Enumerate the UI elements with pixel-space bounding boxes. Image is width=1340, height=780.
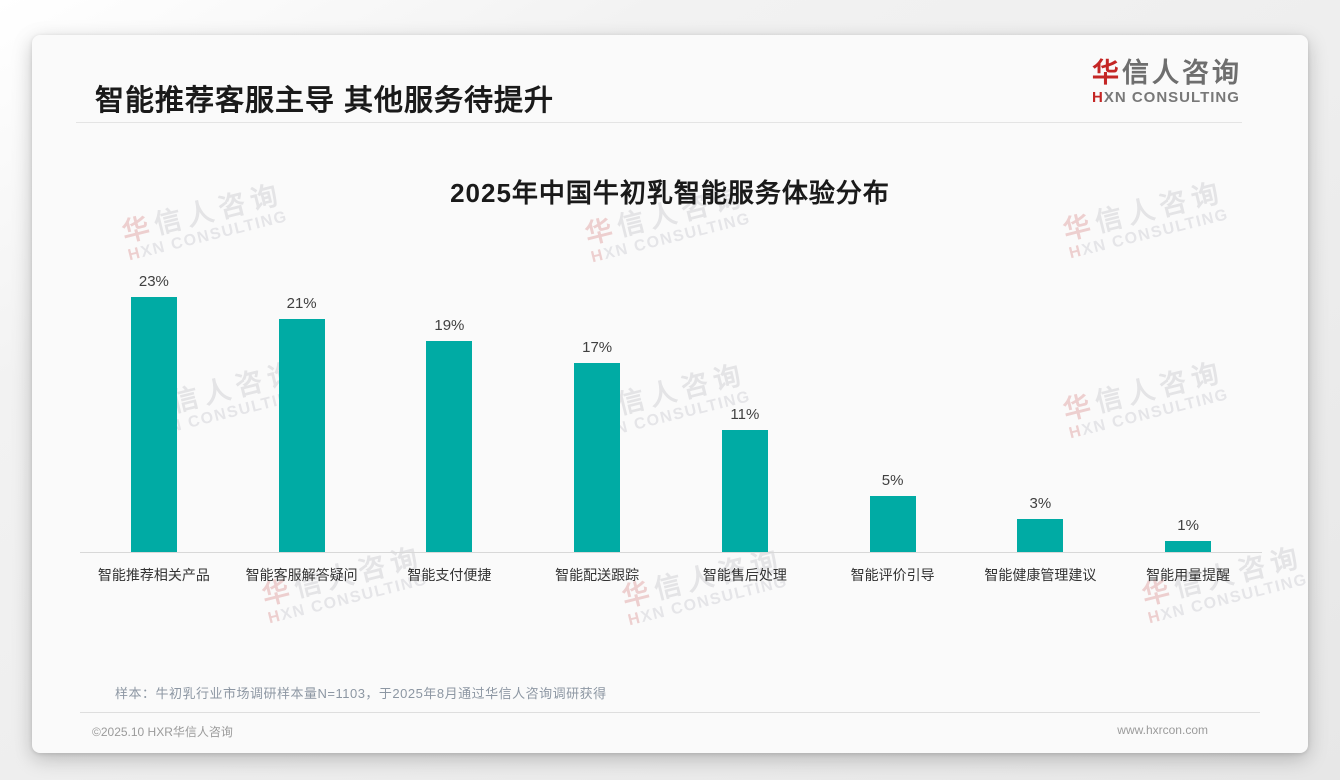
category-label: 智能支付便捷 <box>407 567 492 583</box>
bar <box>721 430 768 552</box>
category-label: 智能用量提醒 <box>1146 567 1231 583</box>
bar-group: 3% <box>967 495 1115 552</box>
slide-card: 智能推荐客服主导 其他服务待提升 华信人咨询 HXN CONSULTING 华信… <box>32 35 1308 753</box>
category-label: 智能推荐相关产品 <box>97 567 210 583</box>
footer-copyright: ©2025.10 HXR华信人咨询 <box>92 725 233 739</box>
page-title: 智能推荐客服主导 其他服务待提升 <box>95 85 555 117</box>
category-label: 智能售后处理 <box>702 567 787 583</box>
bar-group: 17% <box>523 339 671 552</box>
bar-value-label: 21% <box>286 295 317 312</box>
bar-value-label: 19% <box>434 317 465 334</box>
brand-logo-chinese: 华信人咨询 <box>1092 58 1242 88</box>
category-label: 智能评价引导 <box>850 567 935 583</box>
brand-logo-english: HXN CONSULTING <box>1092 89 1240 106</box>
category-label: 智能健康管理建议 <box>984 567 1097 583</box>
bar-group: 23% <box>80 273 228 552</box>
category-labels-row: 智能推荐相关产品 智能客服解答疑问 智能支付便捷 智能配送跟踪 智能售后处理 智能评价引导… <box>80 565 1262 585</box>
bar-group: 19% <box>376 317 524 552</box>
bar-value-label: 1% <box>1177 517 1199 534</box>
x-axis-line <box>80 552 1262 553</box>
bar-value-label: 5% <box>881 472 904 489</box>
bar-value-label: 11% <box>730 406 760 423</box>
bar-group: 11% <box>671 406 819 552</box>
category-label: 智能配送跟踪 <box>555 567 640 583</box>
bar <box>574 363 621 552</box>
bar <box>426 341 473 552</box>
bars-row: 23% 21% 19% 17% 11% 5% 3% 1% <box>80 270 1262 552</box>
bar-group: 1% <box>1114 517 1262 552</box>
brand-logo: 华信人咨询 HXN CONSULTING <box>1092 57 1242 106</box>
bar <box>1017 519 1064 552</box>
bar <box>869 496 916 552</box>
header-divider <box>76 122 1242 123</box>
sample-note: 样本：牛初乳行业市场调研样本量N=1103，于2025年8月通过华信人咨询调研获… <box>115 686 607 701</box>
category-label: 智能客服解答疑问 <box>245 567 358 583</box>
bar-value-label: 23% <box>138 273 169 290</box>
footer-website: www.hxrcon.com <box>1117 723 1208 737</box>
bar <box>1165 541 1212 552</box>
bar-group: 21% <box>228 295 376 552</box>
footer-divider <box>80 712 1260 713</box>
chart-title: 2025年中国牛初乳智能服务体验分布 <box>450 178 890 208</box>
bar-value-label: 3% <box>1029 495 1052 512</box>
bar <box>130 297 177 552</box>
bar-value-label: 17% <box>582 339 613 356</box>
bar-group: 5% <box>819 472 967 552</box>
bar <box>278 319 325 552</box>
